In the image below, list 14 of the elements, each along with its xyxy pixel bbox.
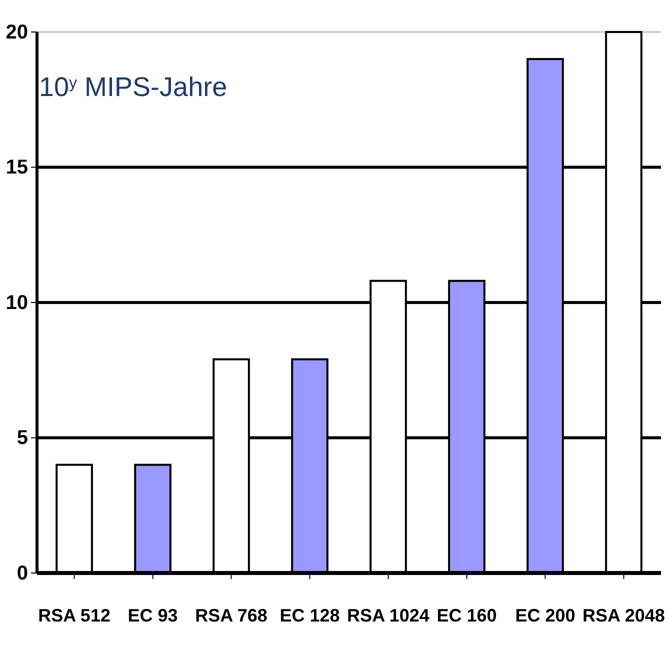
x-tick-label: RSA 2048 [582,606,665,626]
y-tick-label: 15 [6,156,28,179]
y-tick-label: 5 [16,427,28,450]
y-tick-label: 10 [6,292,28,314]
x-tick-label: RSA 1024 [347,606,430,626]
x-tick-label: EC 200 [515,606,576,626]
x-tick-label: RSA 512 [38,606,110,626]
x-tick-label: EC 93 [128,606,178,626]
y-tick-label: 20 [6,21,28,44]
y-axis-title: 10$^{y}$ MIPS-Jahre [39,72,228,102]
x-tick-label: EC 160 [436,606,497,626]
x-tick-label: EC 128 [280,606,340,626]
y-tick-label: 0 [16,562,28,584]
x-tick-label: RSA 768 [195,606,268,626]
